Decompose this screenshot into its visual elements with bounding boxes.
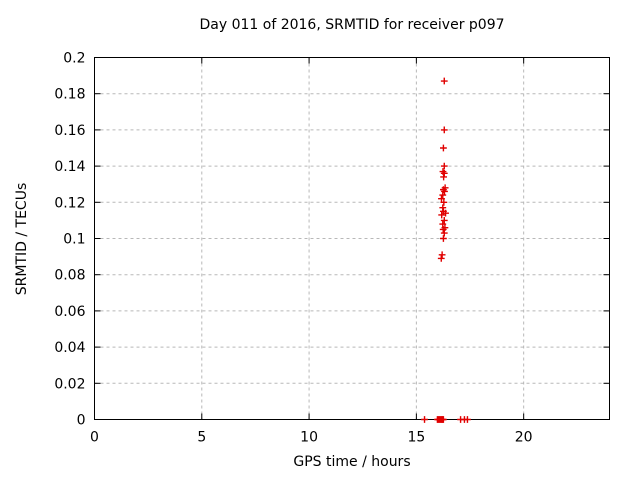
x-tick-label: 5 xyxy=(197,430,206,446)
x-tick-label: 0 xyxy=(90,430,99,446)
y-tick-label: 0 xyxy=(77,413,86,429)
y-tick-label: 0.18 xyxy=(54,87,85,103)
data-point-marker xyxy=(438,211,446,219)
y-tick-label: 0.16 xyxy=(54,123,85,139)
data-point-marker xyxy=(442,209,449,217)
y-tick-label: 0.1 xyxy=(63,232,85,248)
chart-title: Day 011 of 2016, SRMTID for receiver p09… xyxy=(199,17,505,33)
data-point-marker xyxy=(464,416,471,423)
data-point-marker xyxy=(421,416,428,423)
data-point-marker xyxy=(440,144,447,152)
y-tick-label: 0.02 xyxy=(54,376,85,392)
data-point-marker xyxy=(441,188,448,195)
y-tick-label: 0.04 xyxy=(54,340,85,356)
data-point-marker xyxy=(438,195,445,203)
data-point-marker xyxy=(438,251,446,259)
data-point-marker xyxy=(440,173,448,181)
data-point-marker xyxy=(440,217,448,224)
y-tick-label: 0.12 xyxy=(54,195,85,211)
y-tick-label: 0.06 xyxy=(54,304,85,320)
x-tick-label: 10 xyxy=(300,430,318,446)
y-tick-label: 0.2 xyxy=(63,51,85,67)
data-point-marker xyxy=(439,191,447,199)
y-tick-label: 0.14 xyxy=(54,159,85,175)
data-point-marker xyxy=(440,126,448,134)
data-point-marker xyxy=(439,226,447,233)
data-point-marker xyxy=(440,162,448,170)
data-point-marker xyxy=(437,255,445,262)
data-point-marker xyxy=(440,229,448,237)
data-point-marker xyxy=(440,198,448,206)
data-point-marker xyxy=(440,235,447,242)
x-tick-label: 20 xyxy=(515,430,533,446)
plot-border xyxy=(94,57,610,420)
data-point-marker xyxy=(440,77,448,85)
data-point-marker xyxy=(440,416,447,423)
x-axis-label: GPS time / hours xyxy=(293,454,411,470)
y-axis-label: SRMTID / TECUs xyxy=(14,182,30,296)
y-tick-label: 0.08 xyxy=(54,268,85,284)
x-tick-label: 15 xyxy=(407,430,425,446)
